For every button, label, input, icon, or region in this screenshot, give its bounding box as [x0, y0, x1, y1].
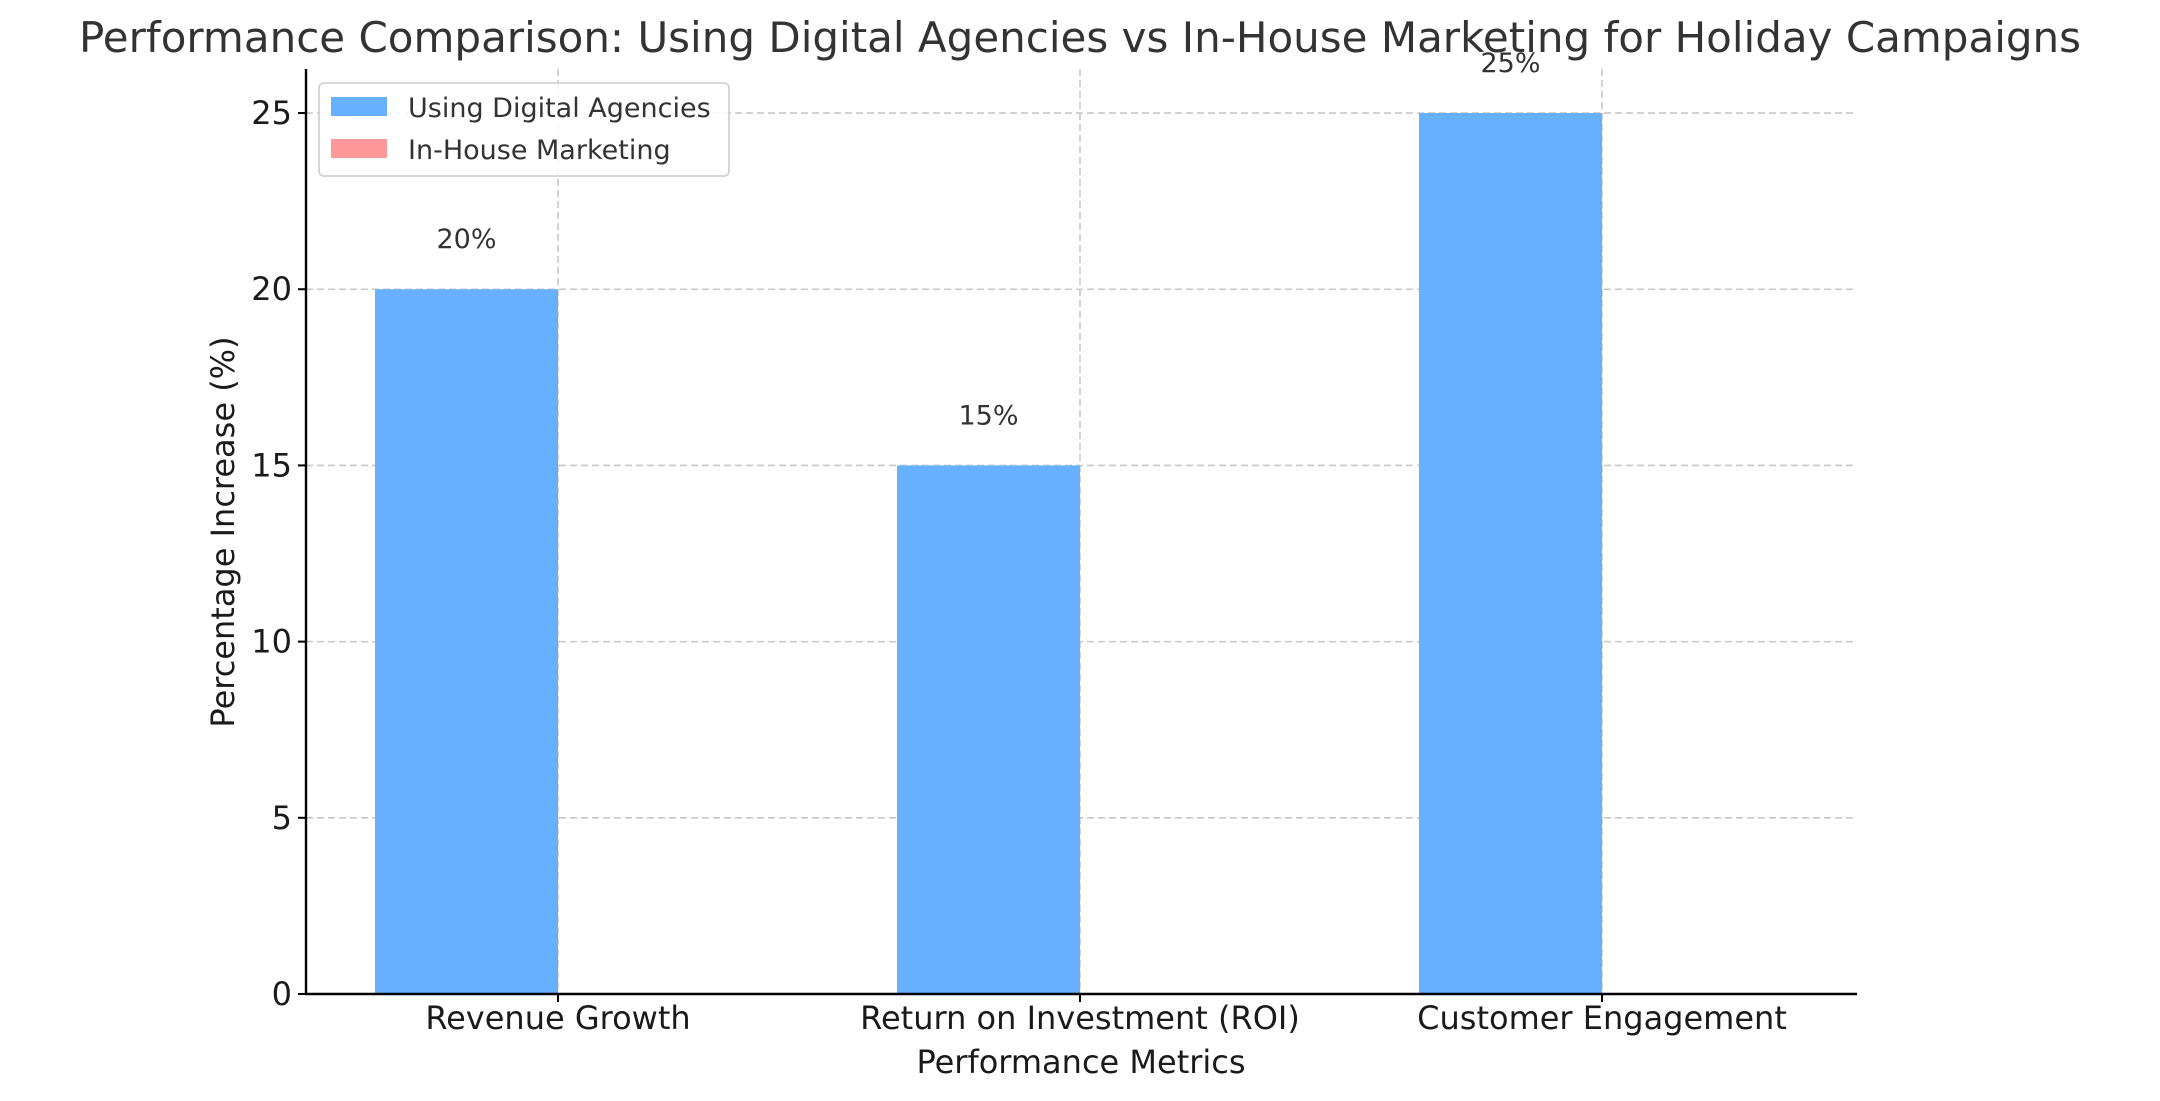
- x-tick-label: Revenue Growth: [425, 999, 690, 1037]
- legend-frame: [318, 82, 730, 177]
- data-label: 20%: [436, 224, 496, 255]
- x-tick-label: Return on Investment (ROI): [860, 999, 1300, 1037]
- y-tick-label: 5: [272, 799, 292, 837]
- label-layer: 0 5 10 15 20 25 Revenue Growth Return on Invest…: [251, 48, 1787, 1037]
- y-tick-label: 25: [251, 94, 292, 132]
- data-label: 15%: [958, 400, 1018, 431]
- legend-label: Using Digital Agencies: [408, 93, 711, 124]
- bar-series-0: [375, 289, 558, 994]
- bar-series-0: [897, 465, 1080, 994]
- y-axis-label: Percentage Increase (%): [204, 336, 242, 727]
- y-tick-label: 20: [251, 270, 292, 308]
- bar-series-0: [1419, 113, 1602, 995]
- legend: Using Digital Agencies In-House Marketing: [318, 82, 730, 177]
- chart-title: Performance Comparison: Using Digital Ag…: [79, 13, 2081, 62]
- y-tick-label: 0: [272, 975, 292, 1013]
- legend-label: In-House Marketing: [408, 135, 671, 166]
- y-tick-label: 15: [251, 446, 292, 484]
- data-label: 25%: [1480, 48, 1540, 79]
- legend-swatch: [331, 139, 387, 158]
- legend-swatch: [331, 97, 387, 116]
- axis-layer: [298, 69, 1857, 1002]
- x-axis-label: Performance Metrics: [916, 1043, 1245, 1081]
- y-tick-label: 10: [251, 623, 292, 661]
- x-tick-label: Customer Engagement: [1417, 999, 1787, 1037]
- bar-layer: [375, 113, 1602, 995]
